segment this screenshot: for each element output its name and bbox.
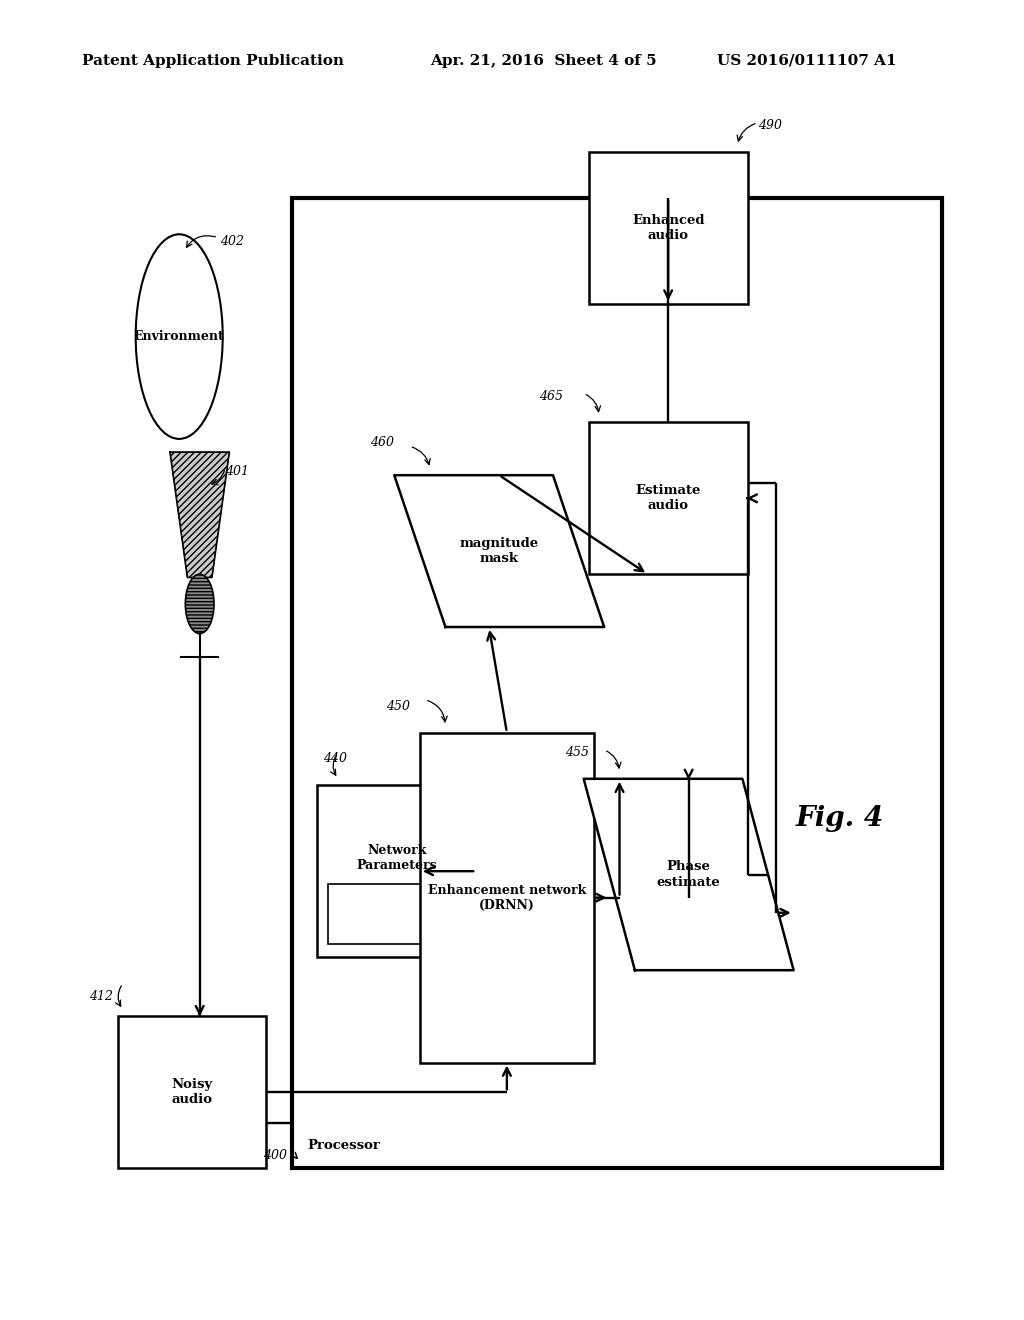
Text: Enhanced
audio: Enhanced audio bbox=[632, 214, 705, 242]
Text: Estimate
audio: Estimate audio bbox=[636, 484, 700, 512]
Text: Processor: Processor bbox=[307, 1139, 380, 1152]
FancyBboxPatch shape bbox=[420, 733, 594, 1063]
Text: magnitude
mask: magnitude mask bbox=[460, 537, 539, 565]
Text: Phase
estimate: Phase estimate bbox=[656, 861, 721, 888]
Text: 402: 402 bbox=[220, 235, 244, 248]
Text: 450: 450 bbox=[386, 700, 410, 713]
FancyBboxPatch shape bbox=[589, 422, 748, 574]
Text: 455: 455 bbox=[565, 746, 589, 759]
Text: Apr. 21, 2016  Sheet 4 of 5: Apr. 21, 2016 Sheet 4 of 5 bbox=[430, 54, 656, 67]
Polygon shape bbox=[170, 451, 229, 578]
Text: Network
Parameters: Network Parameters bbox=[356, 843, 437, 873]
Text: Patent Application Publication: Patent Application Publication bbox=[82, 54, 344, 67]
Text: 401: 401 bbox=[225, 466, 249, 478]
Polygon shape bbox=[584, 779, 794, 970]
Text: Noisy
audio: Noisy audio bbox=[171, 1078, 213, 1106]
FancyBboxPatch shape bbox=[317, 785, 476, 957]
Polygon shape bbox=[394, 475, 604, 627]
Ellipse shape bbox=[185, 574, 214, 634]
FancyBboxPatch shape bbox=[328, 884, 466, 944]
Text: 400: 400 bbox=[263, 1148, 287, 1162]
FancyBboxPatch shape bbox=[118, 1016, 266, 1168]
Text: 440: 440 bbox=[323, 752, 346, 766]
FancyBboxPatch shape bbox=[589, 152, 748, 304]
FancyBboxPatch shape bbox=[292, 198, 942, 1168]
Text: Environment: Environment bbox=[134, 330, 224, 343]
Text: 460: 460 bbox=[371, 436, 394, 449]
Text: Enhancement network
(DRNN): Enhancement network (DRNN) bbox=[428, 883, 586, 912]
Text: Fig. 4: Fig. 4 bbox=[796, 805, 884, 832]
Text: 465: 465 bbox=[540, 389, 563, 403]
Text: 490: 490 bbox=[758, 119, 781, 132]
Text: US 2016/0111107 A1: US 2016/0111107 A1 bbox=[717, 54, 896, 67]
Text: 412: 412 bbox=[89, 990, 113, 1003]
